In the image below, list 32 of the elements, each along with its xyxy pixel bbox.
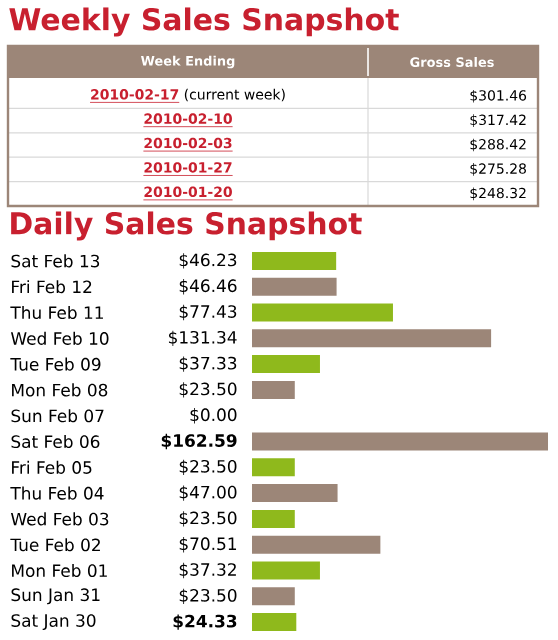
data-label: $37.32 [179,562,236,579]
data-label: $23.50 [179,511,237,527]
y-tick-label: Sat Feb 13 [11,254,100,268]
chart-title: Daily Sales Snapshot [11,211,362,241]
data-label: $24.33 [173,614,237,630]
data-label: $47.00 [179,485,237,501]
data-label: $0.00 [190,408,237,424]
data-label: $46.23 [179,253,237,269]
y-tick-label: Sun Jan 31 [11,588,100,605]
data-label: $131.34 [168,330,237,347]
data-label: $46.46 [179,279,237,295]
y-tick-label: Sun Feb 07 [11,409,104,423]
y-tick-label: Mon Feb 08 [12,383,108,397]
data-label: $162.59 [161,433,237,450]
y-tick-label: Sat Feb 06 [11,434,100,449]
y-tick-label: Mon Feb 01 [12,563,107,578]
data-label: $23.50 [179,588,237,605]
y-tick-label: Tue Feb 09 [10,357,101,371]
y-tick-label: Wed Feb 10 [10,331,109,345]
data-label: $23.50 [179,459,237,476]
data-label: $23.50 [179,382,237,398]
y-tick-label: Fri Feb 05 [12,460,92,474]
y-tick-label: Thu Feb 11 [10,305,103,320]
y-tick-label: Sat Jan 30 [11,614,96,631]
y-tick-label: Thu Feb 04 [10,486,104,500]
y-tick-label: Fri Feb 12 [12,280,92,294]
y-tick-label: Tue Feb 02 [10,538,100,552]
data-label: $77.43 [179,304,237,321]
y-tick-label: Wed Feb 03 [10,512,109,526]
data-label: $70.51 [179,537,237,553]
text: Weekly Sales Snapshot [9,7,399,37]
data-label: $37.33 [179,356,237,372]
